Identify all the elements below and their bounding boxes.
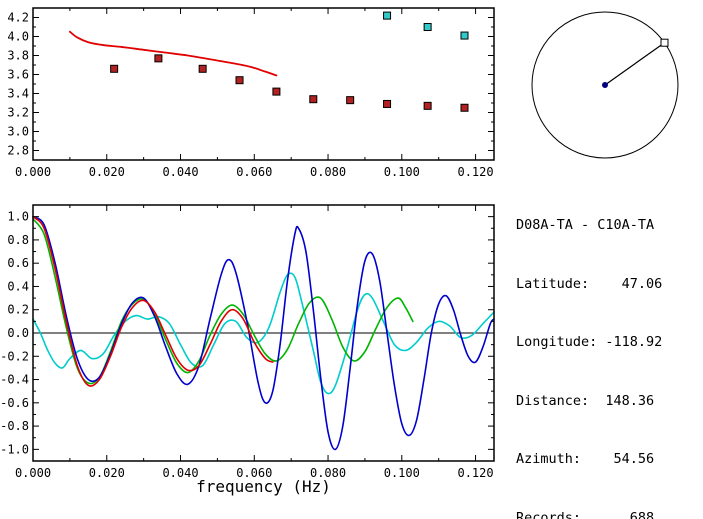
y-tick-label: -1.0	[0, 442, 29, 456]
y-tick-label: -0.6	[0, 396, 29, 410]
red-dispersion-curve	[68, 30, 278, 77]
dark-red-squares	[154, 54, 163, 63]
x-tick-label: 0.040	[162, 466, 198, 480]
longitude-line: Longitude: -118.92	[516, 334, 663, 350]
station-info-block: D08A-TA - C10A-TA Latitude: 47.06 Longit…	[516, 177, 662, 519]
cyan-squares	[423, 23, 432, 31]
x-tick-label: 0.040	[162, 165, 198, 179]
y-tick-label: 3.4	[7, 87, 29, 101]
dark-red-squares	[272, 87, 281, 96]
latitude-line: Latitude: 47.06	[516, 275, 663, 292]
distance-line: Distance: 148.36	[516, 392, 655, 409]
y-tick-label: 3.2	[7, 106, 29, 120]
y-tick-label: 0.0	[7, 326, 29, 340]
dark-red-squares	[383, 99, 392, 108]
x-tick-label: 0.080	[310, 165, 346, 179]
x-tick-label: 0.000	[15, 466, 51, 480]
x-tick-label: 0.020	[89, 165, 125, 179]
x-tick-label: 0.100	[384, 165, 420, 179]
y-tick-label: 0.4	[7, 279, 29, 293]
y-tick-label: -0.4	[0, 373, 29, 387]
center-dot	[602, 82, 608, 88]
x-tick-label: 0.020	[89, 466, 125, 480]
y-tick-label: 4.2	[7, 11, 29, 25]
dark-red-squares	[198, 64, 207, 73]
y-tick-label: 3.0	[7, 125, 29, 139]
x-tick-label: 0.120	[457, 165, 493, 179]
cyan-squares	[460, 31, 469, 40]
y-tick-label: 0.8	[7, 233, 29, 247]
x-tick-label: 0.060	[236, 466, 272, 480]
x-tick-label: 0.100	[384, 466, 420, 480]
y-tick-label: 0.6	[7, 256, 29, 270]
y-tick-label: 2.8	[7, 144, 29, 158]
dark-red-squares	[235, 76, 244, 85]
azimuth-line	[604, 42, 665, 86]
spectra-chart[interactable]: 0.000 0.020 0.040 0.060 0.080 0.100 0.120 -1.0 -…	[0, 192, 500, 492]
y-tick-label: -0.2	[0, 349, 29, 363]
cyan-squares	[383, 11, 392, 20]
y-tick-label: 0.2	[7, 303, 29, 317]
dispersion-chart[interactable]: 0.000 0.020 0.040 0.060 0.080 0.100 0.120 2.8 3.…	[0, 0, 500, 190]
x-tick-label: 0.060	[236, 165, 272, 179]
dark-red-squares	[110, 64, 119, 73]
azimuth-endpoint-marker	[660, 38, 669, 47]
y-tick-label: 4.0	[7, 30, 29, 44]
x-axis-title: frequency (Hz)	[196, 477, 331, 496]
compass-circle	[531, 11, 679, 159]
blue-waveform	[32, 215, 495, 451]
dark-red-squares	[346, 96, 355, 105]
y-tick-label: 3.6	[7, 68, 29, 82]
y-tick-label: 1.0	[7, 210, 29, 224]
azimuth-compass	[531, 11, 679, 159]
dark-red-squares	[423, 101, 432, 110]
dark-red-squares	[460, 103, 469, 112]
dark-red-squares	[309, 95, 318, 104]
x-tick-label: 0.080	[310, 466, 346, 480]
green-waveform	[32, 218, 414, 385]
red-waveform	[32, 215, 274, 387]
x-tick-label: 0.000	[15, 165, 51, 179]
azimuth-line-text: Azimuth: 54.56	[516, 451, 655, 467]
cyan-waveform	[32, 272, 495, 395]
y-tick-label: 3.8	[7, 49, 29, 63]
y-tick-label: -0.8	[0, 419, 29, 433]
records-line: Records: 688	[516, 509, 655, 519]
x-tick-label: 0.120	[457, 466, 493, 480]
station-pair-label: D08A-TA - C10A-TA	[516, 217, 655, 233]
